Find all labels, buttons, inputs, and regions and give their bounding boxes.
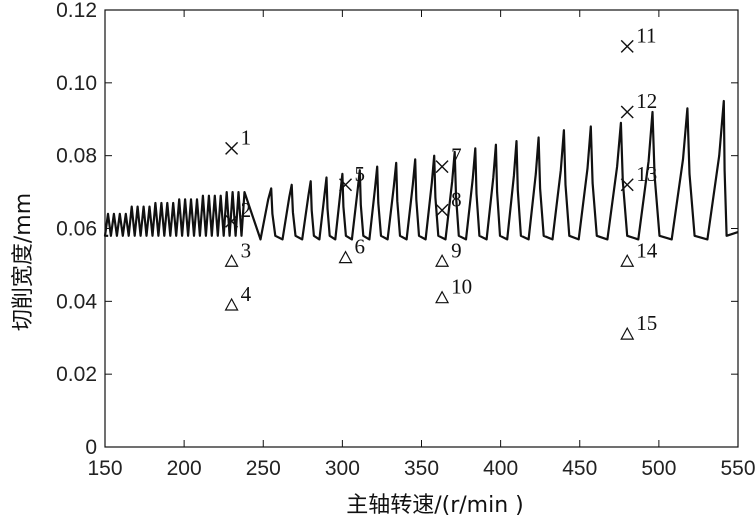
y-tick-label: 0 [85,436,97,459]
point-label: 7 [451,144,462,168]
x-axis-label: 主轴转速/(r/min ) [346,493,524,518]
point-label: 9 [451,238,462,262]
x-tick-label: 400 [483,457,518,480]
point-label: 3 [241,238,252,262]
chatter-point-x-marker [225,214,239,228]
x-marker-stroke [620,105,634,119]
chatter-point-x-marker [435,203,449,217]
point-label: 13 [636,162,657,186]
point-label: 1 [241,125,252,149]
point-label: 14 [636,238,658,262]
y-tick-label: 0.06 [56,218,97,241]
point-label: 2 [241,198,252,222]
x-marker-stroke [435,203,449,217]
y-tick-label: 0.02 [56,363,97,386]
x-tick-label: 350 [404,457,439,480]
stable-point-triangle-marker [620,326,635,340]
chatter-point-x-marker [620,178,634,192]
y-tick-label: 0.10 [56,72,97,95]
y-tick-label: 0.08 [56,145,97,168]
y-tick-label: 0.04 [56,290,97,313]
chatter-point-x-marker [339,178,353,192]
x-tick-label: 250 [246,457,281,480]
x-marker-stroke [225,214,239,228]
chatter-point-x-marker [435,160,449,174]
x-tick-label: 500 [641,457,676,480]
point-label: 4 [241,282,252,306]
stable-point-triangle-marker [435,290,450,304]
chatter-point-x-marker [620,39,634,53]
x-marker-stroke [620,39,634,53]
y-tick-label: 0.12 [56,0,97,22]
point-label: 11 [636,23,656,47]
chatter-point-x-marker [620,105,634,119]
stable-point-triangle-marker [224,254,239,267]
point-label: 10 [451,275,472,299]
x-tick-label: 450 [562,457,597,480]
x-marker-stroke [225,141,239,155]
chatter-point-x-marker [225,141,239,155]
stable-point-triangle-marker [435,254,450,267]
point-label: 15 [636,311,657,335]
x-marker-stroke [620,178,634,192]
x-tick-label: 550 [720,457,755,480]
x-tick-label: 150 [87,457,122,480]
lobe-curve-layer [103,99,739,241]
x-marker-stroke [339,178,353,192]
x-tick-label: 300 [325,457,360,480]
stable-point-triangle-marker [338,250,353,264]
x-tick-label: 200 [167,457,202,480]
point-label: 12 [636,89,657,113]
x-marker-stroke [435,160,449,174]
point-label: 6 [355,235,366,259]
point-label: 8 [451,187,462,211]
stability-lobe-curve [103,99,739,241]
y-axis-label: 切削宽度/mm [11,193,36,331]
stable-point-triangle-marker [224,297,239,311]
stable-point-triangle-marker [620,254,635,267]
point-label: 5 [355,162,366,186]
axis-ticks-layer: 150 200 250 300 350 400 450 500 550 0 0.02 0.04 0.06… [56,0,755,480]
